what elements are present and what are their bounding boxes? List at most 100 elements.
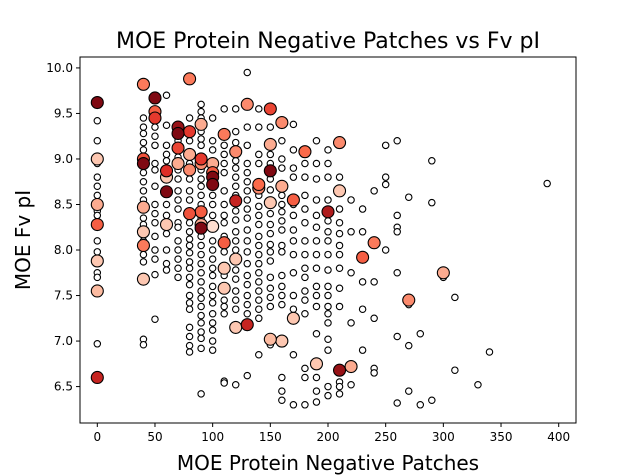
data-point: [312, 137, 321, 145]
data-point: [220, 296, 228, 304]
data-point: [174, 273, 182, 282]
data-point: [139, 187, 148, 195]
data-point: [243, 248, 252, 256]
data-point: [208, 309, 217, 318]
data-point: [197, 269, 205, 277]
data-point: [428, 396, 436, 404]
data-point: [255, 314, 263, 323]
data-point: [278, 241, 286, 250]
data-point: [174, 175, 182, 183]
data-point: [93, 211, 102, 220]
data-point: [220, 105, 228, 113]
data-point: [255, 202, 263, 211]
data-point: [324, 196, 332, 204]
data-point: [335, 264, 344, 272]
data-point: [393, 137, 401, 145]
data-point: [324, 228, 332, 236]
data-point: [90, 254, 104, 268]
data-point: [231, 228, 240, 236]
data-point: [255, 305, 263, 313]
data-point: [208, 146, 217, 154]
data-point: [332, 184, 347, 198]
data-point: [162, 200, 171, 209]
data-point: [185, 235, 194, 243]
data-point: [266, 293, 275, 302]
data-point: [404, 341, 413, 350]
data-point: [93, 191, 102, 200]
data-point: [151, 159, 159, 168]
data-point: [162, 266, 171, 274]
y-tick-label: 7.5: [54, 289, 73, 303]
data-point: [358, 205, 367, 213]
data-point: [151, 123, 159, 131]
data-point: [301, 191, 309, 200]
data-point: [197, 100, 205, 109]
data-point: [312, 196, 321, 204]
data-point: [208, 282, 217, 291]
data-point: [231, 182, 240, 191]
data-point: [231, 173, 240, 181]
data-point: [243, 168, 252, 177]
data-point: [174, 223, 182, 232]
data-point: [231, 207, 240, 215]
data-point: [275, 334, 289, 348]
data-point: [485, 348, 494, 356]
data-point: [208, 191, 217, 200]
data-point: [174, 255, 182, 263]
data-point: [185, 291, 194, 300]
data-point: [347, 196, 355, 204]
data-point: [171, 141, 185, 155]
data-point: [217, 127, 231, 141]
data-point: [151, 209, 159, 218]
data-point: [393, 228, 401, 236]
data-point: [278, 164, 286, 172]
data-point: [289, 401, 298, 409]
data-point: [174, 246, 182, 254]
y-tick-label: 8.0: [54, 243, 73, 257]
data-point: [324, 237, 332, 245]
data-point: [185, 348, 194, 356]
data-point: [255, 232, 263, 241]
data-point: [231, 157, 240, 165]
data-point: [162, 211, 171, 220]
data-point: [312, 387, 321, 395]
data-point: [185, 187, 194, 195]
data-point: [151, 200, 159, 209]
data-point: [275, 179, 289, 193]
data-point: [286, 311, 300, 325]
data-point: [263, 164, 277, 178]
data-point: [332, 363, 347, 377]
data-point: [185, 258, 194, 266]
data-point: [404, 193, 413, 201]
data-point: [139, 129, 148, 138]
data-point: [197, 250, 205, 259]
data-point: [312, 159, 321, 168]
data-point: [347, 269, 355, 277]
data-point: [197, 390, 205, 398]
data-point: [301, 273, 309, 282]
data-point: [289, 146, 298, 154]
y-tick-label: 9.5: [54, 106, 73, 120]
x-tick-label: 400: [547, 430, 570, 444]
data-point: [286, 193, 300, 207]
data-point: [393, 269, 401, 277]
data-point: [185, 248, 194, 257]
data-point: [220, 218, 228, 227]
data-point: [136, 225, 150, 239]
data-point: [543, 179, 551, 188]
data-point: [301, 264, 309, 272]
data-point: [243, 159, 252, 168]
data-point: [243, 309, 252, 318]
data-point: [243, 214, 252, 222]
data-point: [185, 264, 194, 272]
data-point: [162, 91, 171, 99]
data-point: [278, 396, 286, 404]
x-tick-label: 100: [201, 430, 224, 444]
data-point: [171, 156, 185, 171]
data-point: [255, 211, 263, 220]
data-point: [301, 159, 309, 168]
data-point: [278, 155, 286, 163]
data-point: [197, 344, 205, 353]
data-point: [266, 186, 275, 194]
